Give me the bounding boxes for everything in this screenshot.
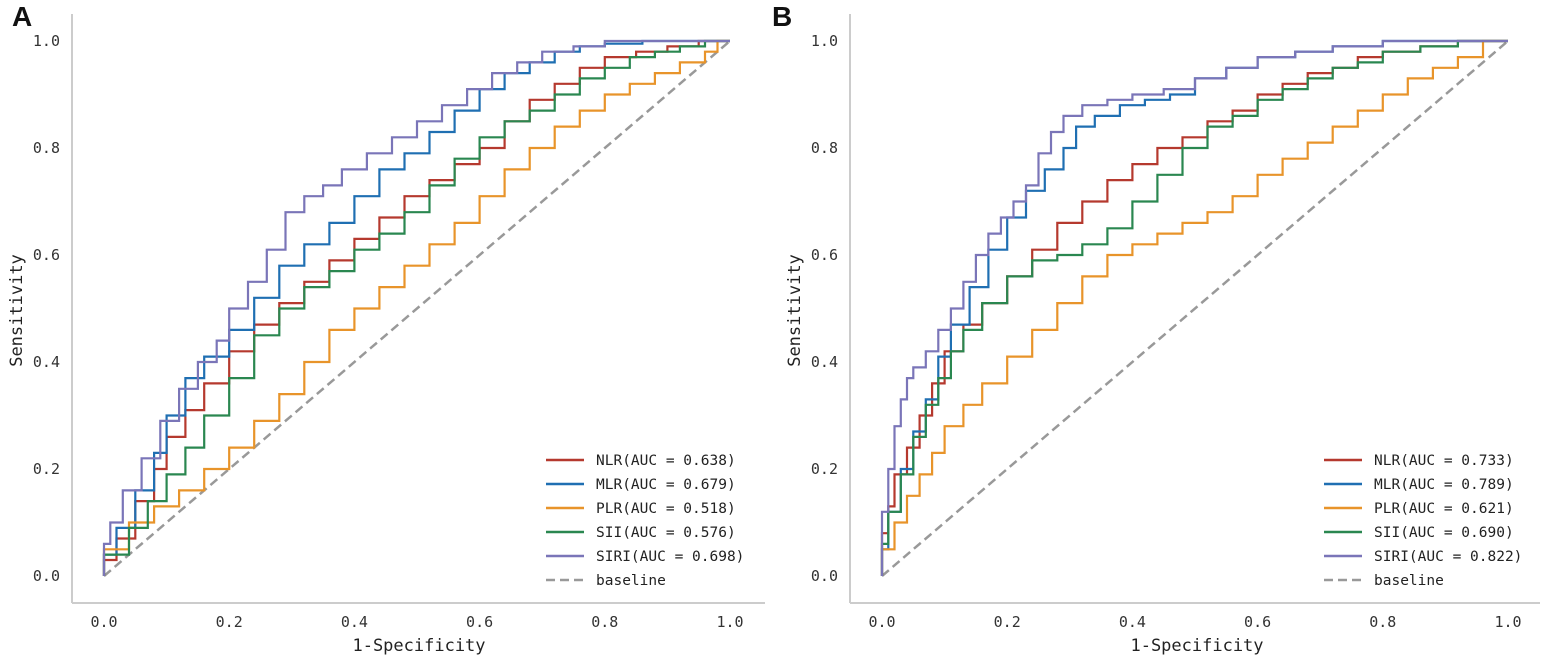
roc-line-baseline [881, 40, 1509, 577]
y-axis-label: Sensitivity [785, 254, 805, 367]
y-axis-label: Sensitivity [7, 254, 27, 367]
roc-line-siri [880, 39, 1508, 576]
y-tick-label: 0.0 [33, 567, 60, 585]
x-tick-label: 0.8 [591, 613, 618, 631]
legend-label-nlr: NLR(AUC = 0.638) [596, 453, 736, 469]
y-tick-label: 1.0 [33, 32, 60, 50]
panel-label: A [12, 1, 32, 32]
roc-line-baseline [103, 40, 731, 577]
x-axis-label: 1-Specificity [352, 636, 485, 655]
roc-line-sii [880, 39, 1508, 576]
panel-b: B 0.0 0.2 0.4 0.6 0.8 1.0 0.0 0.2 0.4 0.6 0.8 1.0 1-S… [772, 1, 1540, 655]
y-tick-label: 0.4 [33, 353, 60, 371]
y-tick-label: 0.0 [811, 567, 838, 585]
x-tick-label: 1.0 [1494, 613, 1521, 631]
roc-line-siri [102, 39, 730, 576]
y-tick-label: 0.2 [33, 460, 60, 478]
panel-label: B [772, 1, 792, 32]
x-tick-label: 0.8 [1369, 613, 1396, 631]
legend-label-baseline: baseline [1374, 573, 1444, 589]
roc-line-plr [880, 39, 1508, 576]
x-tick-label: 0.6 [1244, 613, 1271, 631]
y-tick-label: 0.2 [811, 460, 838, 478]
x-axis-label: 1-Specificity [1130, 636, 1263, 655]
roc-line-sii [102, 39, 730, 576]
y-tick-label: 0.6 [811, 246, 838, 264]
x-tick-label: 0.0 [868, 613, 895, 631]
legend-label-sii: SII(AUC = 0.576) [596, 525, 736, 541]
legend-label-mlr: MLR(AUC = 0.679) [596, 477, 736, 493]
y-tick-label: 0.6 [33, 246, 60, 264]
x-tick-label: 0.0 [90, 613, 117, 631]
x-tick-label: 0.2 [994, 613, 1021, 631]
legend-label-plr: PLR(AUC = 0.621) [1374, 501, 1514, 517]
legend-label-mlr: MLR(AUC = 0.789) [1374, 477, 1514, 493]
legend-label-siri: SIRI(AUC = 0.698) [596, 549, 744, 565]
x-tick-label: 0.6 [466, 613, 493, 631]
x-tick-label: 0.2 [216, 613, 243, 631]
x-tick-label: 1.0 [716, 613, 743, 631]
legend-label-sii: SII(AUC = 0.690) [1374, 525, 1514, 541]
legend-label-baseline: baseline [596, 573, 666, 589]
y-tick-label: 0.8 [33, 139, 60, 157]
roc-line-plr [102, 39, 730, 576]
panel-a: A 0.0 0.2 0.4 0.6 0.8 1.0 0.0 0.2 0.4 0.6 0.8 1.0 1-S… [7, 1, 765, 655]
legend-label-nlr: NLR(AUC = 0.733) [1374, 453, 1514, 469]
legend-label-plr: PLR(AUC = 0.518) [596, 501, 736, 517]
y-tick-label: 0.8 [811, 139, 838, 157]
x-tick-label: 0.4 [1119, 613, 1146, 631]
x-tick-label: 0.4 [341, 613, 368, 631]
roc-line-mlr [102, 39, 730, 576]
y-tick-label: 1.0 [811, 32, 838, 50]
y-tick-label: 0.4 [811, 353, 838, 371]
legend-label-siri: SIRI(AUC = 0.822) [1374, 549, 1522, 565]
